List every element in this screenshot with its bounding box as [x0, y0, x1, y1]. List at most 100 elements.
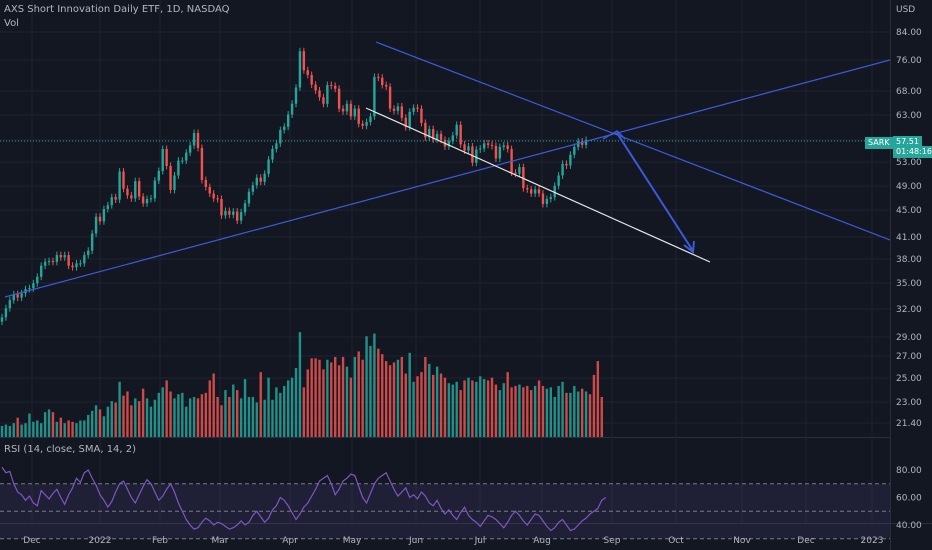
price-tick-label: 35.00 — [896, 279, 922, 289]
candle-body — [87, 250, 90, 256]
candle-body — [263, 173, 266, 182]
candle-body — [353, 108, 356, 117]
candle-body — [334, 85, 337, 89]
volume-label: Vol — [4, 18, 19, 29]
candle-body — [424, 122, 427, 138]
price-tick-label: 84.00 — [896, 28, 922, 38]
candle-body — [557, 175, 560, 186]
volume-bar — [181, 392, 184, 437]
volume-bar — [110, 401, 113, 437]
candle-body — [494, 145, 498, 159]
candle-body — [216, 198, 219, 200]
volume-bar — [565, 392, 568, 437]
volume-bar — [530, 390, 533, 437]
candle-body — [526, 188, 529, 190]
countdown-label: 01:48:16 — [893, 146, 932, 158]
price-tick-label: 45.00 — [896, 206, 922, 216]
candle-body — [196, 132, 200, 148]
candle-body — [365, 121, 368, 126]
volume-bar — [557, 385, 560, 437]
candle-body — [55, 255, 59, 262]
volume-bar — [169, 391, 172, 437]
candle-body — [36, 276, 39, 284]
candle-body — [106, 205, 110, 209]
candle-body — [498, 146, 502, 159]
candle-body — [400, 106, 404, 118]
candle-body — [455, 124, 458, 136]
candle-body — [545, 198, 549, 204]
volume-bar — [47, 409, 51, 437]
last-price-label: 57.51 — [893, 136, 922, 148]
volume-bar — [161, 387, 164, 437]
candle-body — [298, 51, 302, 88]
volume-bar — [43, 412, 47, 437]
volume-bar — [537, 380, 541, 437]
volume-bar — [141, 388, 145, 437]
rising-support-line[interactable] — [4, 59, 891, 298]
volume-bar — [275, 387, 278, 437]
volume-bar — [549, 387, 552, 437]
candle-body — [475, 149, 478, 163]
candle-body — [341, 108, 345, 112]
volume-bar — [79, 420, 82, 437]
time-tick-label: Apr — [282, 536, 298, 546]
price-tick-label: 23.00 — [896, 398, 922, 408]
candle-body — [584, 139, 588, 145]
candle-body — [71, 265, 74, 268]
candle-body — [396, 106, 400, 111]
volume-bar — [330, 362, 333, 437]
projection-arrow-up[interactable] — [602, 130, 626, 140]
candle-body — [467, 146, 470, 151]
candle-body — [173, 175, 176, 190]
volume-bar — [75, 423, 78, 437]
volume-bar — [345, 366, 349, 437]
volume-bar — [59, 417, 62, 437]
volume-bar — [596, 361, 600, 437]
volume-bar — [126, 391, 129, 437]
channel-lower-line[interactable] — [365, 107, 711, 263]
volume-bar — [424, 356, 427, 437]
candle-body — [130, 195, 133, 199]
candle-body — [486, 143, 490, 145]
price-tick-label: 53.00 — [896, 158, 922, 168]
candle-body — [279, 130, 282, 144]
volume-bar — [24, 423, 27, 437]
price-tick-label: 49.00 — [896, 182, 922, 192]
volume-bar — [177, 394, 180, 437]
falling-resistance-line[interactable] — [375, 41, 891, 241]
volume-bar — [388, 365, 392, 437]
volume-bar — [369, 345, 372, 437]
volume-bar — [220, 405, 223, 437]
candle-body — [447, 140, 451, 147]
candle-body — [110, 197, 113, 206]
volume-bar — [153, 399, 157, 437]
volume-bar — [396, 359, 400, 437]
volume-bar — [518, 384, 521, 437]
candle-body — [134, 181, 137, 199]
candle-body — [51, 261, 55, 263]
candle-body — [459, 124, 462, 145]
volume-bar — [243, 379, 247, 437]
projection-arrow-shaft[interactable] — [616, 132, 694, 252]
volume-bar — [353, 356, 356, 437]
candle-body — [185, 152, 188, 161]
candle-body — [149, 198, 153, 200]
candle-body — [314, 84, 317, 91]
volume-bar — [263, 399, 266, 437]
candle-body — [294, 87, 298, 104]
symbol-price-label: SARK — [865, 137, 893, 149]
time-tick-label: Aug — [533, 536, 551, 546]
candle-body — [565, 163, 568, 166]
candle-body — [502, 145, 505, 147]
candle-body — [290, 103, 294, 115]
volume-bar — [404, 373, 407, 437]
candle-body — [561, 163, 564, 176]
candle-body — [0, 317, 4, 322]
candle-body — [243, 203, 247, 213]
volume-bar — [455, 381, 458, 437]
projection-arrow-head[interactable] — [683, 240, 695, 254]
volume-bar — [498, 390, 502, 437]
candle-body — [275, 143, 278, 149]
